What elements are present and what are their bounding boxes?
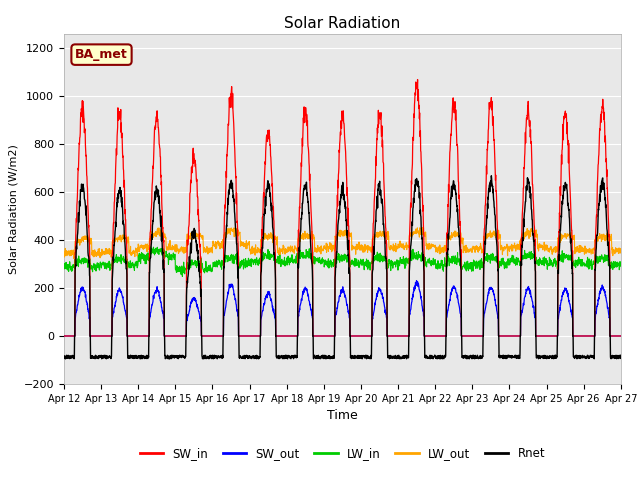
Y-axis label: Solar Radiation (W/m2): Solar Radiation (W/m2)	[8, 144, 18, 274]
Title: Solar Radiation: Solar Radiation	[284, 16, 401, 31]
Text: BA_met: BA_met	[75, 48, 128, 61]
Legend: SW_in, SW_out, LW_in, LW_out, Rnet: SW_in, SW_out, LW_in, LW_out, Rnet	[135, 443, 550, 465]
X-axis label: Time: Time	[327, 409, 358, 422]
